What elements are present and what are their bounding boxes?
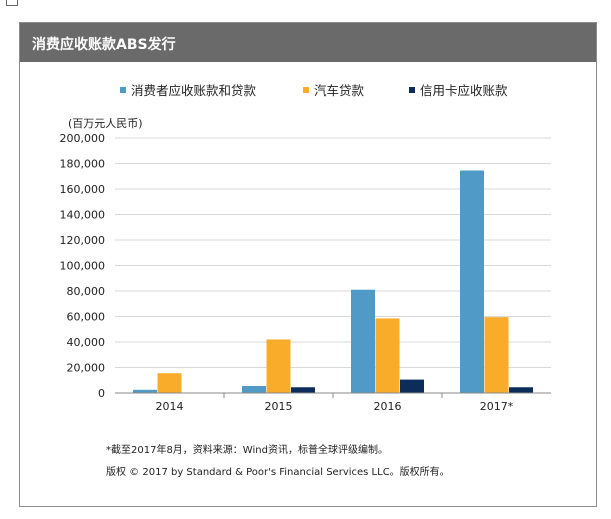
x-tick-label: 2017* [480, 400, 514, 413]
x-tick-label: 2014 [156, 400, 184, 413]
bar [351, 289, 375, 393]
legend-label-credit-card: 信用卡应收账款 [420, 83, 508, 98]
legend-item-consumer: 消费者应收账款和贷款 [120, 80, 256, 99]
y-tick-label: 140,000 [60, 209, 106, 222]
y-tick-label: 80,000 [67, 285, 106, 298]
chart-panel: 消费应收账款ABS发行 消费者应收账款和贷款 汽车贷款 信用卡应收账款 (百万元… [19, 22, 597, 507]
y-tick-label: 40,000 [67, 336, 106, 349]
legend-label-consumer: 消费者应收账款和贷款 [131, 83, 257, 98]
chart-title: 消费应收账款ABS发行 [32, 37, 176, 53]
bar [484, 317, 509, 393]
x-tick-label: 2015 [265, 400, 293, 413]
copyright: 版权 © 2017 by Standard & Poor's Financial… [106, 467, 450, 478]
y-tick-label: 160,000 [60, 183, 106, 196]
bar [375, 318, 400, 393]
legend-swatch-consumer [120, 86, 126, 93]
panel-header: 消费应收账款ABS发行 [20, 23, 596, 62]
legend-item-credit-card: 信用卡应收账款 [409, 80, 508, 99]
corner-mark [6, 0, 18, 6]
y-axis-unit-label: (百万元人民币) [68, 117, 143, 130]
chart-legend: 消费者应收账款和贷款 汽车贷款 信用卡应收账款 [20, 80, 596, 100]
bar [266, 339, 291, 393]
y-tick-label: 120,000 [60, 234, 106, 247]
y-tick-label: 20,000 [67, 362, 106, 375]
y-tick-label: 0 [98, 387, 105, 400]
bar [133, 389, 157, 393]
bar [242, 385, 266, 393]
bar [509, 387, 533, 393]
legend-swatch-credit-card [409, 86, 415, 93]
legend-item-auto: 汽车贷款 [303, 80, 364, 99]
x-tick-label: 2016 [374, 400, 402, 413]
y-tick-label: 200,000 [60, 132, 106, 145]
legend-swatch-auto [303, 86, 309, 93]
footnote: *截至2017年8月，资料来源：Wind资讯，标普全球评级编制。 [106, 445, 388, 456]
legend-label-auto: 汽车贷款 [314, 83, 365, 98]
y-tick-label: 180,000 [60, 158, 106, 171]
bar [400, 379, 424, 393]
bar [460, 170, 484, 393]
y-tick-label: 100,000 [60, 260, 106, 273]
bar [157, 373, 182, 393]
y-tick-label: 60,000 [67, 311, 106, 324]
bar-chart: 0 20,000 40,000 60,000 80,000 100,000 120,000 1… [60, 132, 551, 413]
bar [291, 387, 315, 393]
